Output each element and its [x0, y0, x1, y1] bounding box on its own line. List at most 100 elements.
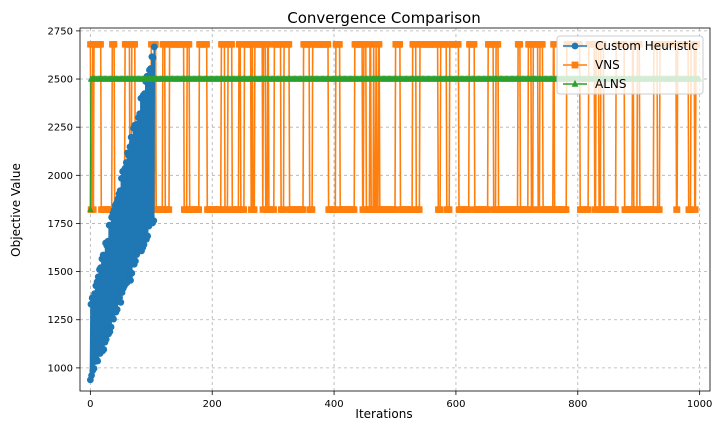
vns-point: [165, 206, 173, 213]
custom-heuristic-point: [100, 346, 108, 353]
y-tick-label: 1000: [48, 363, 73, 374]
vns-point: [217, 206, 224, 213]
vns-point: [592, 206, 599, 213]
vns-point: [195, 206, 203, 213]
custom-heuristic-point: [136, 110, 144, 118]
legend-label: ALNS: [595, 77, 627, 91]
custom-heuristic-point: [91, 290, 99, 298]
vns-point: [350, 206, 358, 213]
legend-marker: [571, 79, 579, 87]
custom-heuristic-point: [132, 257, 139, 265]
vns-point: [251, 206, 258, 213]
custom-heuristic-point: [114, 195, 122, 203]
vns-point: [97, 41, 104, 48]
vns-point: [563, 206, 570, 213]
x-axis-title: Iterations: [355, 407, 412, 421]
vns-point: [529, 206, 536, 213]
vns-point: [516, 41, 524, 48]
vns-point: [305, 41, 313, 48]
y-tick-label: 2000: [48, 171, 73, 182]
custom-heuristic-point: [113, 306, 121, 313]
vns-point: [455, 41, 462, 48]
vns-point: [332, 206, 339, 213]
vns-point: [656, 206, 663, 213]
vns-point: [237, 41, 244, 48]
vns-point: [336, 41, 343, 48]
y-tick-label: 1750: [48, 219, 73, 230]
vns-point: [131, 41, 139, 48]
x-tick-label: 200: [203, 399, 222, 410]
custom-heuristic-point: [128, 269, 136, 277]
custom-heuristic-point: [117, 298, 125, 306]
legend: Custom Heuristic VNS ALNS: [556, 35, 704, 95]
custom-heuristic-point: [149, 54, 157, 62]
legend-marker: [571, 42, 579, 50]
vns-point: [436, 206, 444, 213]
custom-heuristic-point: [150, 43, 158, 51]
vns-point: [265, 41, 272, 48]
x-tick-label: 800: [568, 399, 587, 410]
vns-point: [110, 41, 118, 48]
vns-point: [536, 206, 543, 213]
vns-point: [539, 41, 546, 48]
custom-heuristic-point: [104, 237, 112, 245]
x-tick-label: 1000: [687, 399, 712, 410]
y-tick-label: 2750: [48, 26, 73, 37]
vns-point: [484, 206, 491, 213]
vns-point: [471, 41, 478, 48]
vns-point: [692, 206, 699, 213]
custom-heuristic-point: [94, 273, 102, 281]
vns-point: [180, 41, 187, 48]
series-custom-heuristic: [86, 43, 158, 384]
vns-point: [524, 206, 532, 213]
vns-point: [185, 41, 193, 48]
custom-heuristic-point: [122, 159, 130, 166]
custom-heuristic-point: [141, 90, 148, 98]
vns-point: [240, 206, 248, 213]
custom-heuristic-point: [100, 252, 108, 259]
vns-point: [612, 206, 619, 213]
vns-point: [375, 41, 383, 48]
vns-point: [362, 41, 369, 48]
vns-point: [584, 206, 592, 213]
custom-heuristic-point: [125, 152, 133, 160]
custom-heuristic-point: [150, 217, 158, 225]
vns-point: [270, 206, 277, 213]
vns-point: [228, 41, 235, 48]
alns-point: [87, 205, 94, 213]
legend-label: VNS: [595, 58, 620, 72]
vns-point: [90, 206, 97, 213]
custom-heuristic-point: [110, 315, 117, 323]
custom-heuristic-line: [89, 46, 156, 380]
custom-heuristic-point: [140, 241, 148, 249]
y-tick-label: 1250: [48, 315, 73, 326]
vns-point: [391, 206, 399, 213]
vns-point: [687, 206, 694, 213]
y-tick-label: 2500: [48, 75, 73, 86]
vns-point: [465, 206, 472, 213]
vns-point: [277, 41, 284, 48]
vns-point: [412, 41, 419, 48]
vns-point: [203, 41, 210, 48]
vns-point: [299, 206, 307, 213]
vns-point: [550, 41, 558, 48]
vns-point: [224, 206, 231, 213]
custom-heuristic-point: [120, 173, 128, 181]
vns-point: [280, 206, 287, 213]
vns-point: [285, 41, 293, 48]
custom-heuristic-point: [107, 323, 115, 331]
vns-point: [396, 41, 404, 48]
legend-marker: [571, 61, 579, 69]
vns-point: [161, 41, 168, 48]
custom-heuristic-point: [128, 139, 136, 147]
custom-heuristic-point: [90, 365, 98, 372]
custom-heuristic-point: [93, 278, 101, 286]
vns-point: [308, 206, 316, 213]
vns-point: [442, 41, 450, 48]
custom-heuristic-point: [116, 187, 124, 195]
custom-heuristic-point: [127, 133, 135, 141]
vns-point: [416, 206, 423, 213]
vns-point: [597, 206, 604, 213]
custom-heuristic-point: [107, 221, 114, 229]
